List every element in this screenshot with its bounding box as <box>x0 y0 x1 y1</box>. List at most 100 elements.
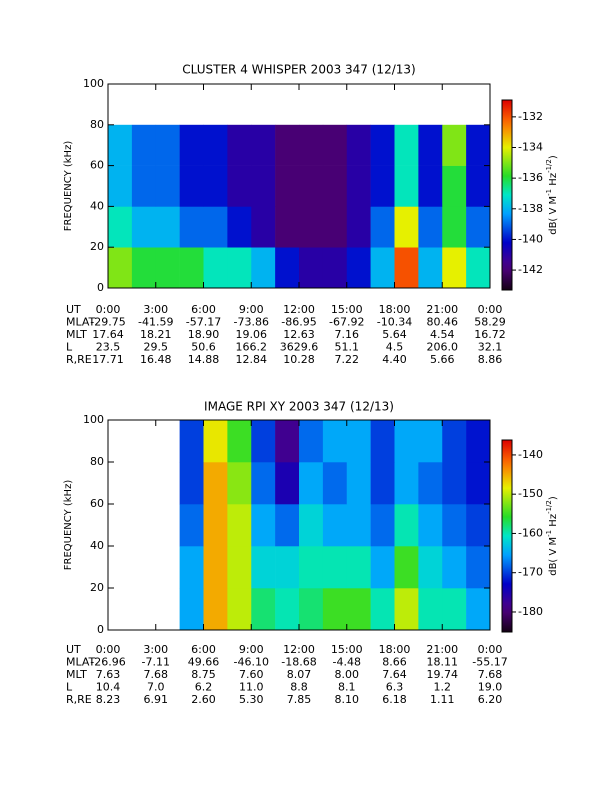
y-tick-label: 80 <box>90 118 104 131</box>
y-tick-label: 20 <box>90 581 104 594</box>
heatmap-cell <box>275 247 300 289</box>
heatmap-cell <box>394 462 419 505</box>
ephemeris-value: -86.95 <box>281 316 316 329</box>
heatmap-cell <box>322 588 348 631</box>
ephemeris-label: MLAT <box>66 316 96 329</box>
heatmap-cell <box>442 504 467 547</box>
x-tick-label: 0:00 <box>478 643 503 656</box>
ephemeris-value: 166.2 <box>236 341 268 354</box>
colorbar-label: dB( V M-1 Hz-1/2) <box>545 155 559 235</box>
ephemeris-value: 23.5 <box>96 341 121 354</box>
heatmap-cell <box>299 206 324 248</box>
colorbar <box>501 439 513 633</box>
heatmap-cell <box>227 165 252 207</box>
ephemeris-value: -46.10 <box>234 656 269 669</box>
x-tick-label: 21:00 <box>426 303 458 316</box>
heatmap-cell <box>346 124 371 166</box>
ephemeris-label: MLAT <box>66 656 96 669</box>
heatmap-cell <box>131 206 157 248</box>
ephemeris-value: 17.64 <box>92 328 124 341</box>
ephemeris-value: -55.17 <box>472 656 507 669</box>
ephemeris-value: 10.28 <box>283 353 315 366</box>
colorbar-label-part: dB( V M <box>548 537 559 576</box>
heatmap-cell <box>275 206 300 248</box>
heatmap-cell <box>227 124 252 166</box>
x-tick-label: 3:00 <box>143 303 168 316</box>
heatmap-cell <box>418 247 443 289</box>
heatmap-cell <box>370 124 395 166</box>
heatmap-cell <box>203 420 228 463</box>
x-tick-label: 9:00 <box>239 643 264 656</box>
heatmap-cell <box>322 247 348 289</box>
ephemeris-value: 10.4 <box>96 681 121 694</box>
heatmap-cell <box>346 504 371 547</box>
heatmap-cell <box>322 546 348 589</box>
x-tick-label: 0:00 <box>478 303 503 316</box>
heatmap-cell <box>442 462 467 505</box>
ephemeris-value: 206.0 <box>427 341 459 354</box>
heatmap-cell <box>322 124 348 166</box>
ephemeris-value: 8.8 <box>290 681 308 694</box>
heatmap-cell <box>418 124 443 166</box>
chart-title: CLUSTER 4 WHISPER 2003 347 (12/13) <box>182 63 415 77</box>
heatmap-cell <box>275 165 300 207</box>
x-tick-label: 21:00 <box>426 643 458 656</box>
heatmap-cell <box>131 247 157 289</box>
heatmap-cell <box>418 420 443 463</box>
colorbar-tick-label: -138 <box>518 202 543 215</box>
colorbar-label-part: -1/2 <box>545 500 553 514</box>
y-tick-label: 100 <box>83 413 104 426</box>
heatmap-cell <box>155 206 180 248</box>
heatmap-cell <box>299 504 324 547</box>
heatmap-cell <box>346 165 371 207</box>
heatmap-cell <box>370 588 395 631</box>
ephemeris-value: 29.5 <box>144 341 169 354</box>
y-tick-label: 40 <box>90 199 104 212</box>
colorbar-label-part: -1 <box>545 530 553 537</box>
heatmap-cell <box>466 462 491 505</box>
heatmap-cell <box>179 247 204 289</box>
colorbar-label-part: -1/2 <box>545 159 553 173</box>
heatmap-cell <box>394 420 419 463</box>
ephemeris-value: -41.59 <box>138 316 173 329</box>
heatmap-cell <box>322 420 348 463</box>
ephemeris-value: 5.30 <box>239 693 264 706</box>
heatmap-cell <box>370 247 395 289</box>
ephemeris-value: 4.40 <box>382 353 407 366</box>
ephemeris-value: 6.2 <box>195 681 213 694</box>
heatmap-cell <box>322 462 348 505</box>
y-tick-label: 0 <box>97 281 104 294</box>
heatmap-cell <box>227 247 252 289</box>
x-tick-label: 12:00 <box>283 643 315 656</box>
heatmap-cell <box>275 504 300 547</box>
ephemeris-value: 16.48 <box>140 353 172 366</box>
x-tick-label: 18:00 <box>379 303 411 316</box>
heatmap-cell <box>227 462 252 505</box>
x-axis-label: UT <box>66 303 81 316</box>
heatmap-cell <box>322 165 348 207</box>
colorbar-tick-label: -140 <box>518 232 543 245</box>
ephemeris-value: 50.6 <box>191 341 216 354</box>
heatmap-cell <box>442 546 467 589</box>
heatmap-cell <box>251 165 276 207</box>
ephemeris-value: -73.86 <box>234 316 269 329</box>
ephemeris-value: 1.2 <box>434 681 452 694</box>
colorbar-tick-label: -132 <box>518 110 543 123</box>
ephemeris-value: 8.75 <box>191 668 216 681</box>
x-tick-label: 3:00 <box>143 643 168 656</box>
x-tick-label: 9:00 <box>239 303 264 316</box>
heatmap-cell <box>203 247 228 289</box>
ephemeris-value: 4.5 <box>386 341 404 354</box>
ephemeris-label: L <box>66 341 73 354</box>
colorbar-tick-label: -180 <box>518 605 543 618</box>
ephemeris-label: MLT <box>66 328 87 341</box>
heatmap-cell <box>299 247 324 289</box>
ephemeris-value: 16.72 <box>474 328 506 341</box>
ephemeris-value: 6.20 <box>478 693 503 706</box>
heatmap-cell <box>442 420 467 463</box>
heatmap-cell <box>394 504 419 547</box>
ephemeris-value: 7.68 <box>478 668 503 681</box>
ephemeris-value: 80.46 <box>427 316 459 329</box>
heatmap-cell <box>203 588 228 631</box>
ephemeris-value: 14.88 <box>188 353 220 366</box>
